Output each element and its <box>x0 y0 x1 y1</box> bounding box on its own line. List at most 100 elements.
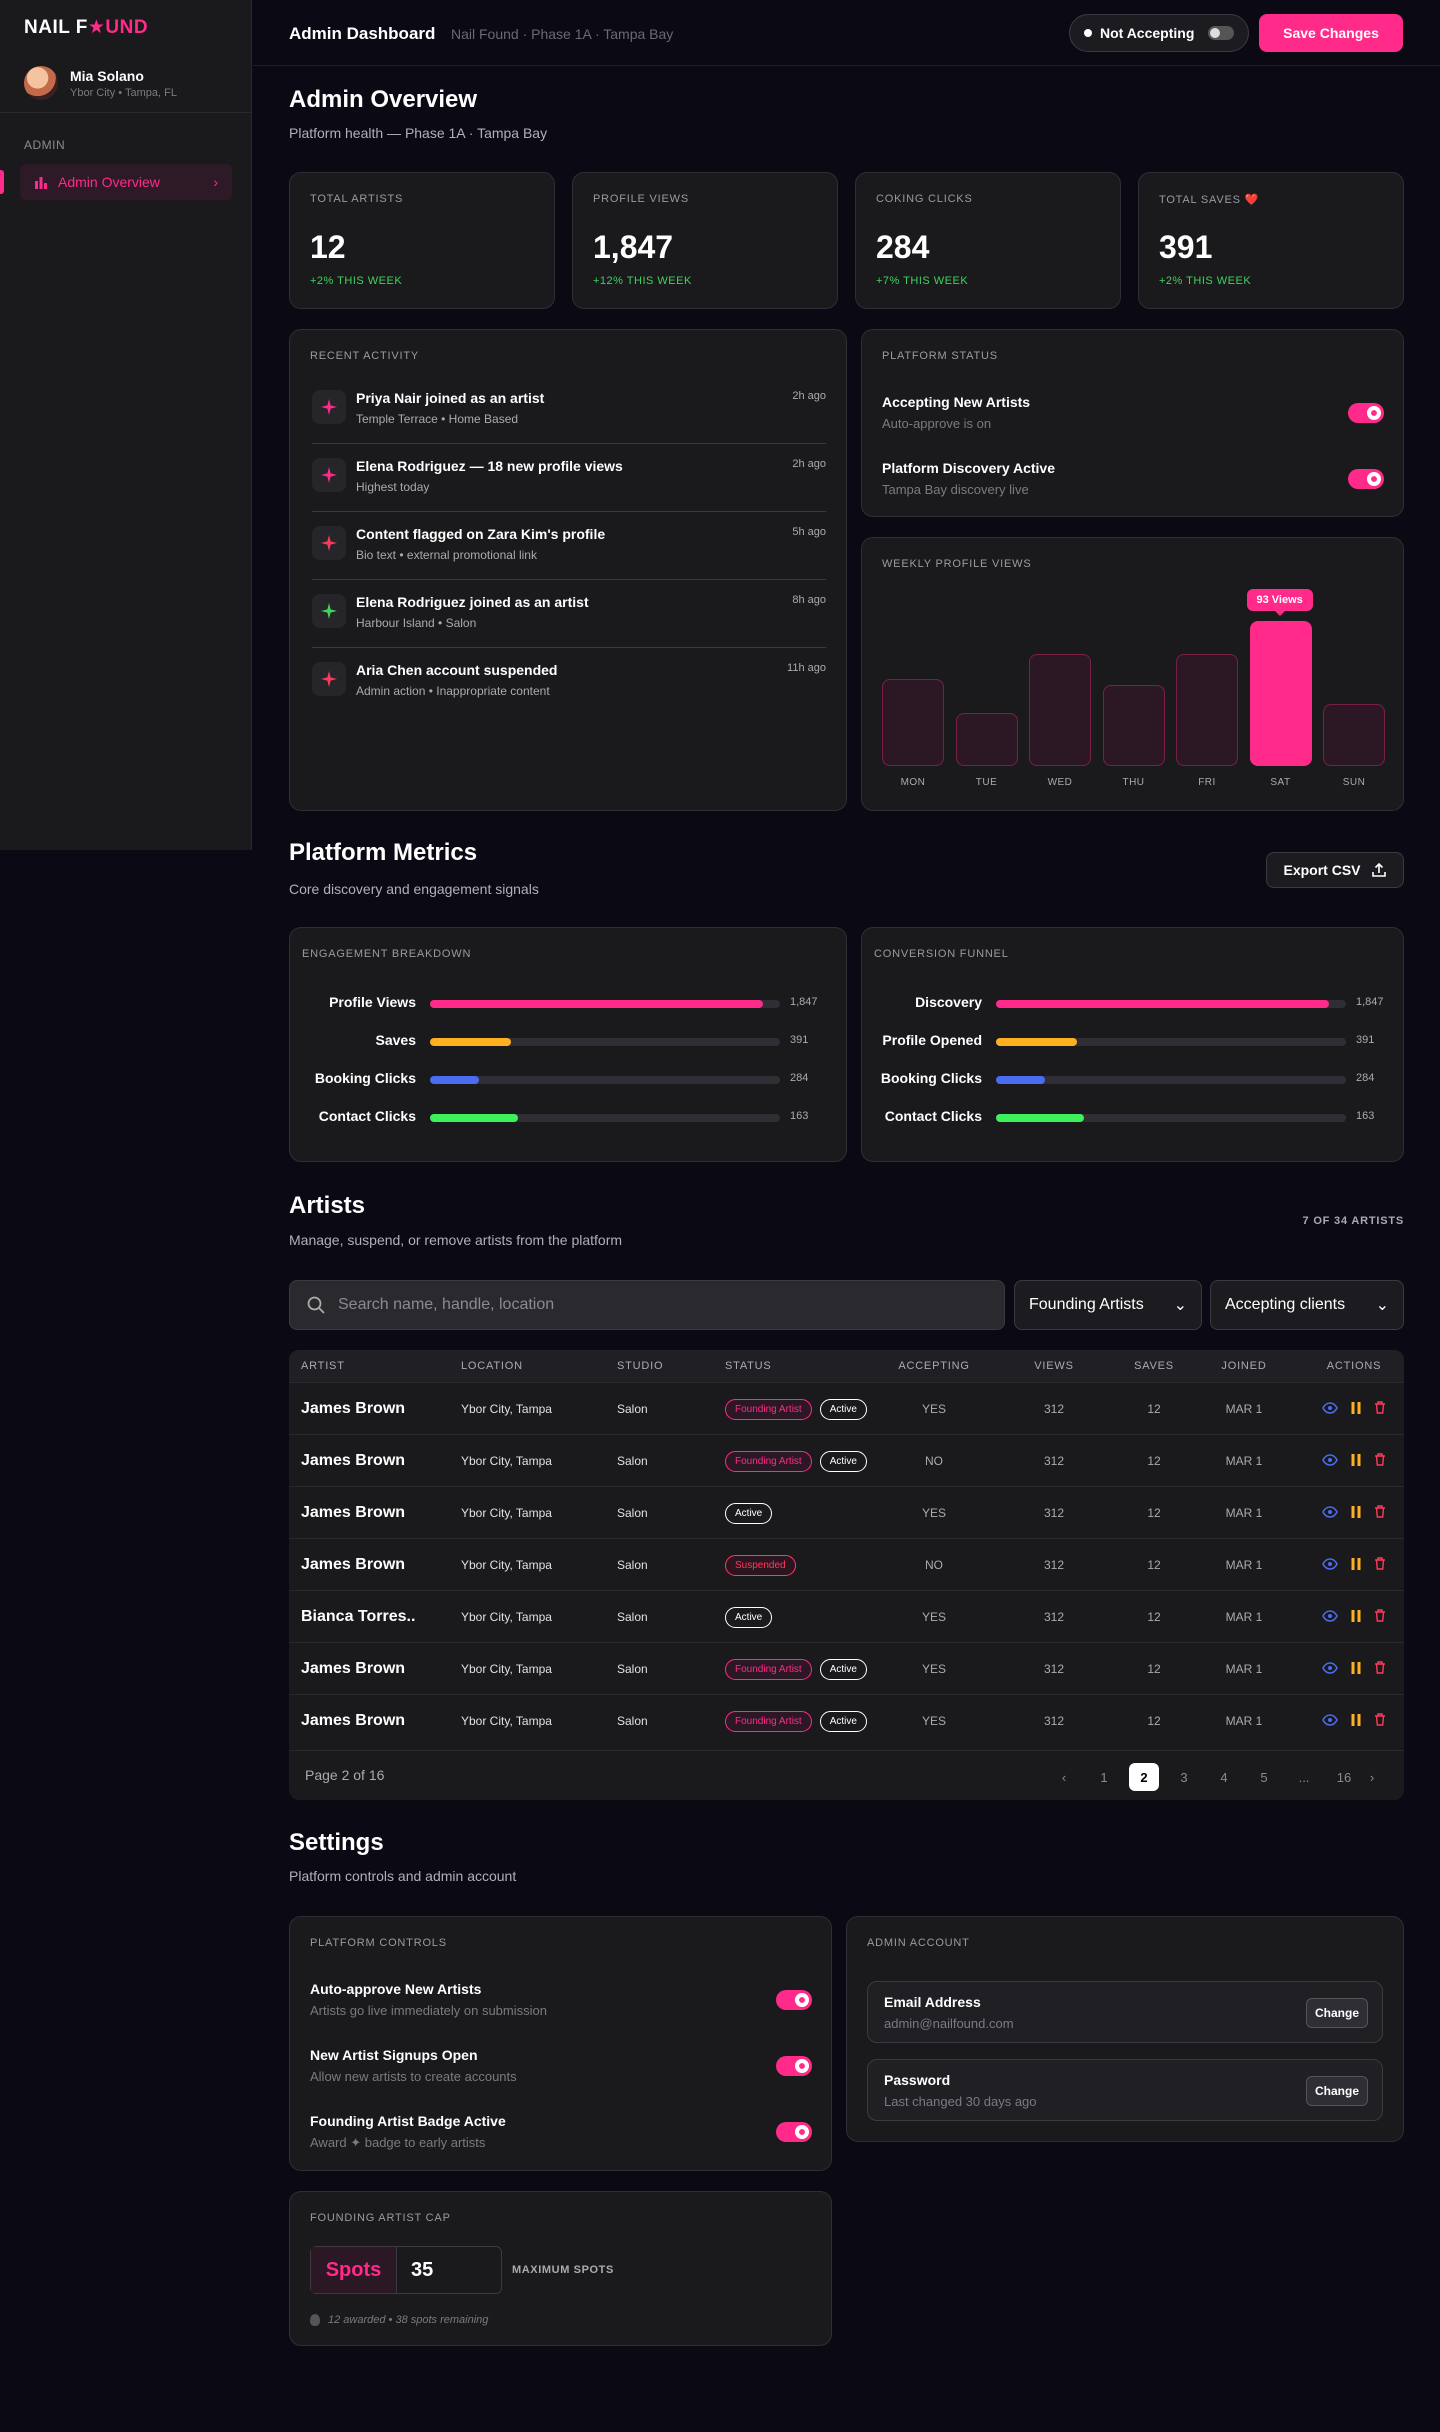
pause-icon[interactable] <box>1350 1661 1362 1677</box>
artist-name[interactable]: James Brown <box>301 1712 406 1729</box>
table-row[interactable]: James Brown Ybor City, Tampa Salon Founding… <box>289 1642 1404 1694</box>
trash-icon[interactable] <box>1374 1713 1386 1729</box>
accepting-artists-toggle[interactable] <box>1348 403 1384 423</box>
activity-item[interactable]: Elena Rodriguez joined as an artist Harbo… <box>312 586 826 648</box>
view-eye-icon[interactable] <box>1322 1401 1338 1417</box>
founding-filter-select[interactable]: Founding Artists ⌄ <box>1014 1280 1202 1330</box>
logo[interactable]: NAIL F★UND <box>24 17 149 38</box>
prev-page-chevron-icon[interactable]: ‹ <box>1061 1769 1067 1785</box>
metric-row: Contact Clicks 163 <box>292 1108 832 1128</box>
trash-icon[interactable] <box>1374 1505 1386 1521</box>
page-number[interactable]: 16 <box>1336 1769 1352 1785</box>
artist-location: Ybor City, Tampa <box>461 1402 552 1416</box>
metric-label: Profile Views <box>329 994 416 1010</box>
chart-bar[interactable] <box>955 712 1018 766</box>
artist-name[interactable]: James Brown <box>301 1452 406 1469</box>
metric-fill <box>996 1076 1045 1084</box>
table-row[interactable]: James Brown Ybor City, Tampa Salon Founding… <box>289 1434 1404 1486</box>
artist-views: 312 <box>1043 1714 1065 1728</box>
control-toggle[interactable] <box>776 2122 812 2142</box>
table-row[interactable]: James Brown Ybor City, Tampa Salon Founding… <box>289 1382 1404 1434</box>
chart-bar[interactable] <box>1323 703 1385 766</box>
chart-bar[interactable] <box>1029 653 1091 766</box>
page-number[interactable]: 2 <box>1129 1763 1159 1791</box>
view-eye-icon[interactable] <box>1322 1713 1338 1729</box>
artist-name[interactable]: James Brown <box>301 1504 406 1521</box>
trash-icon[interactable] <box>1374 1661 1386 1677</box>
row-actions <box>1309 1383 1399 1435</box>
activity-item[interactable]: Aria Chen account suspended Admin action … <box>312 654 826 716</box>
accepting-filter-select[interactable]: Accepting clients ⌄ <box>1210 1280 1404 1330</box>
password-title: Password <box>884 2072 951 2088</box>
divider <box>0 112 252 113</box>
export-csv-button[interactable]: Export CSV <box>1266 852 1404 888</box>
artists-subtitle: Manage, suspend, or remove artists from … <box>289 1232 623 1248</box>
table-row[interactable]: James Brown Ybor City, Tampa Salon Suspende… <box>289 1538 1404 1590</box>
accepting-toggle[interactable]: Not Accepting <box>1069 14 1249 52</box>
control-toggle[interactable] <box>776 2056 812 2076</box>
artist-name[interactable]: James Brown <box>301 1556 406 1573</box>
artist-location: Ybor City, Tampa <box>461 1454 552 1468</box>
change-email-button[interactable]: Change <box>1306 1998 1368 2028</box>
pause-icon[interactable] <box>1350 1401 1362 1417</box>
table-row[interactable]: Bianca Torres.. Ybor City, Tampa Salon Acti… <box>289 1590 1404 1642</box>
artists-table: ARTIST LOCATION STUDIO STATUS ACCEPTING VIEWS… <box>289 1350 1404 1800</box>
pause-icon[interactable] <box>1350 1713 1362 1729</box>
chart-bar[interactable] <box>882 678 944 766</box>
artist-joined: MAR 1 <box>1225 1662 1263 1676</box>
nav-section-label: ADMIN <box>24 138 66 152</box>
artist-name[interactable]: James Brown <box>301 1660 406 1677</box>
activity-item[interactable]: Elena Rodriguez — 18 new profile views Hi… <box>312 450 826 512</box>
view-eye-icon[interactable] <box>1322 1453 1338 1469</box>
pause-icon[interactable] <box>1350 1505 1362 1521</box>
trash-icon[interactable] <box>1374 1401 1386 1417</box>
activity-time: 2h ago <box>792 458 826 470</box>
table-row[interactable]: James Brown Ybor City, Tampa Salon Active YE… <box>289 1486 1404 1538</box>
chart-bar[interactable] <box>1176 653 1238 766</box>
table-header: ARTIST LOCATION STUDIO STATUS ACCEPTING VIEWS… <box>289 1350 1404 1382</box>
stat-card: PROFILE VIEWS 1,847 +12% THIS WEEK <box>572 172 838 309</box>
chart-bar[interactable] <box>1102 684 1165 766</box>
artist-status: Suspended <box>725 1539 905 1591</box>
view-eye-icon[interactable] <box>1322 1557 1338 1573</box>
table-row[interactable]: James Brown Ybor City, Tampa Salon Founding… <box>289 1694 1404 1746</box>
save-changes-button[interactable]: Save Changes <box>1259 14 1403 52</box>
page-number[interactable]: 5 <box>1260 1769 1268 1785</box>
control-toggle[interactable] <box>776 1990 812 2010</box>
sidebar-item-admin-overview[interactable]: Admin Overview › <box>20 164 232 200</box>
artist-name[interactable]: James Brown <box>301 1400 406 1417</box>
metric-value: 284 <box>790 1072 809 1084</box>
spots-input[interactable]: Spots 35 <box>310 2246 502 2294</box>
column-header: JOINED <box>1221 1360 1267 1372</box>
pause-icon[interactable] <box>1350 1557 1362 1573</box>
trash-icon[interactable] <box>1374 1557 1386 1573</box>
stat-label: TOTAL SAVES ❤️ <box>1159 194 1260 206</box>
discovery-active-toggle[interactable] <box>1348 469 1384 489</box>
artist-name[interactable]: Bianca Torres.. <box>301 1608 416 1625</box>
activity-item[interactable]: Priya Nair joined as an artist Temple Ter… <box>312 382 826 444</box>
metric-track <box>430 1114 780 1122</box>
trash-icon[interactable] <box>1374 1453 1386 1469</box>
artist-studio: Salon <box>617 1402 648 1416</box>
trash-icon[interactable] <box>1374 1609 1386 1625</box>
metric-label: Profile Opened <box>882 1032 982 1048</box>
user-profile[interactable]: Mia Solano Ybor City • Tampa, FL <box>24 66 177 100</box>
artist-search[interactable] <box>289 1280 1005 1330</box>
page-number[interactable]: ... <box>1298 1769 1310 1785</box>
page-number[interactable]: 4 <box>1220 1769 1228 1785</box>
next-page-chevron-icon[interactable]: › <box>1369 1769 1375 1785</box>
accepting-filter-label: Accepting clients <box>1225 1296 1346 1313</box>
page-number[interactable]: 1 <box>1100 1769 1108 1785</box>
artist-accepting: YES <box>921 1402 946 1416</box>
view-eye-icon[interactable] <box>1322 1505 1338 1521</box>
search-input[interactable] <box>338 1296 938 1314</box>
chart-bar[interactable] <box>1249 620 1312 766</box>
view-eye-icon[interactable] <box>1322 1609 1338 1625</box>
change-password-button[interactable]: Change <box>1306 2076 1368 2106</box>
activity-item[interactable]: Content flagged on Zara Kim's profile Bio… <box>312 518 826 580</box>
pause-icon[interactable] <box>1350 1453 1362 1469</box>
page-number[interactable]: 3 <box>1180 1769 1188 1785</box>
pause-icon[interactable] <box>1350 1609 1362 1625</box>
view-eye-icon[interactable] <box>1322 1661 1338 1677</box>
platform-status-label: PLATFORM STATUS <box>882 350 998 362</box>
